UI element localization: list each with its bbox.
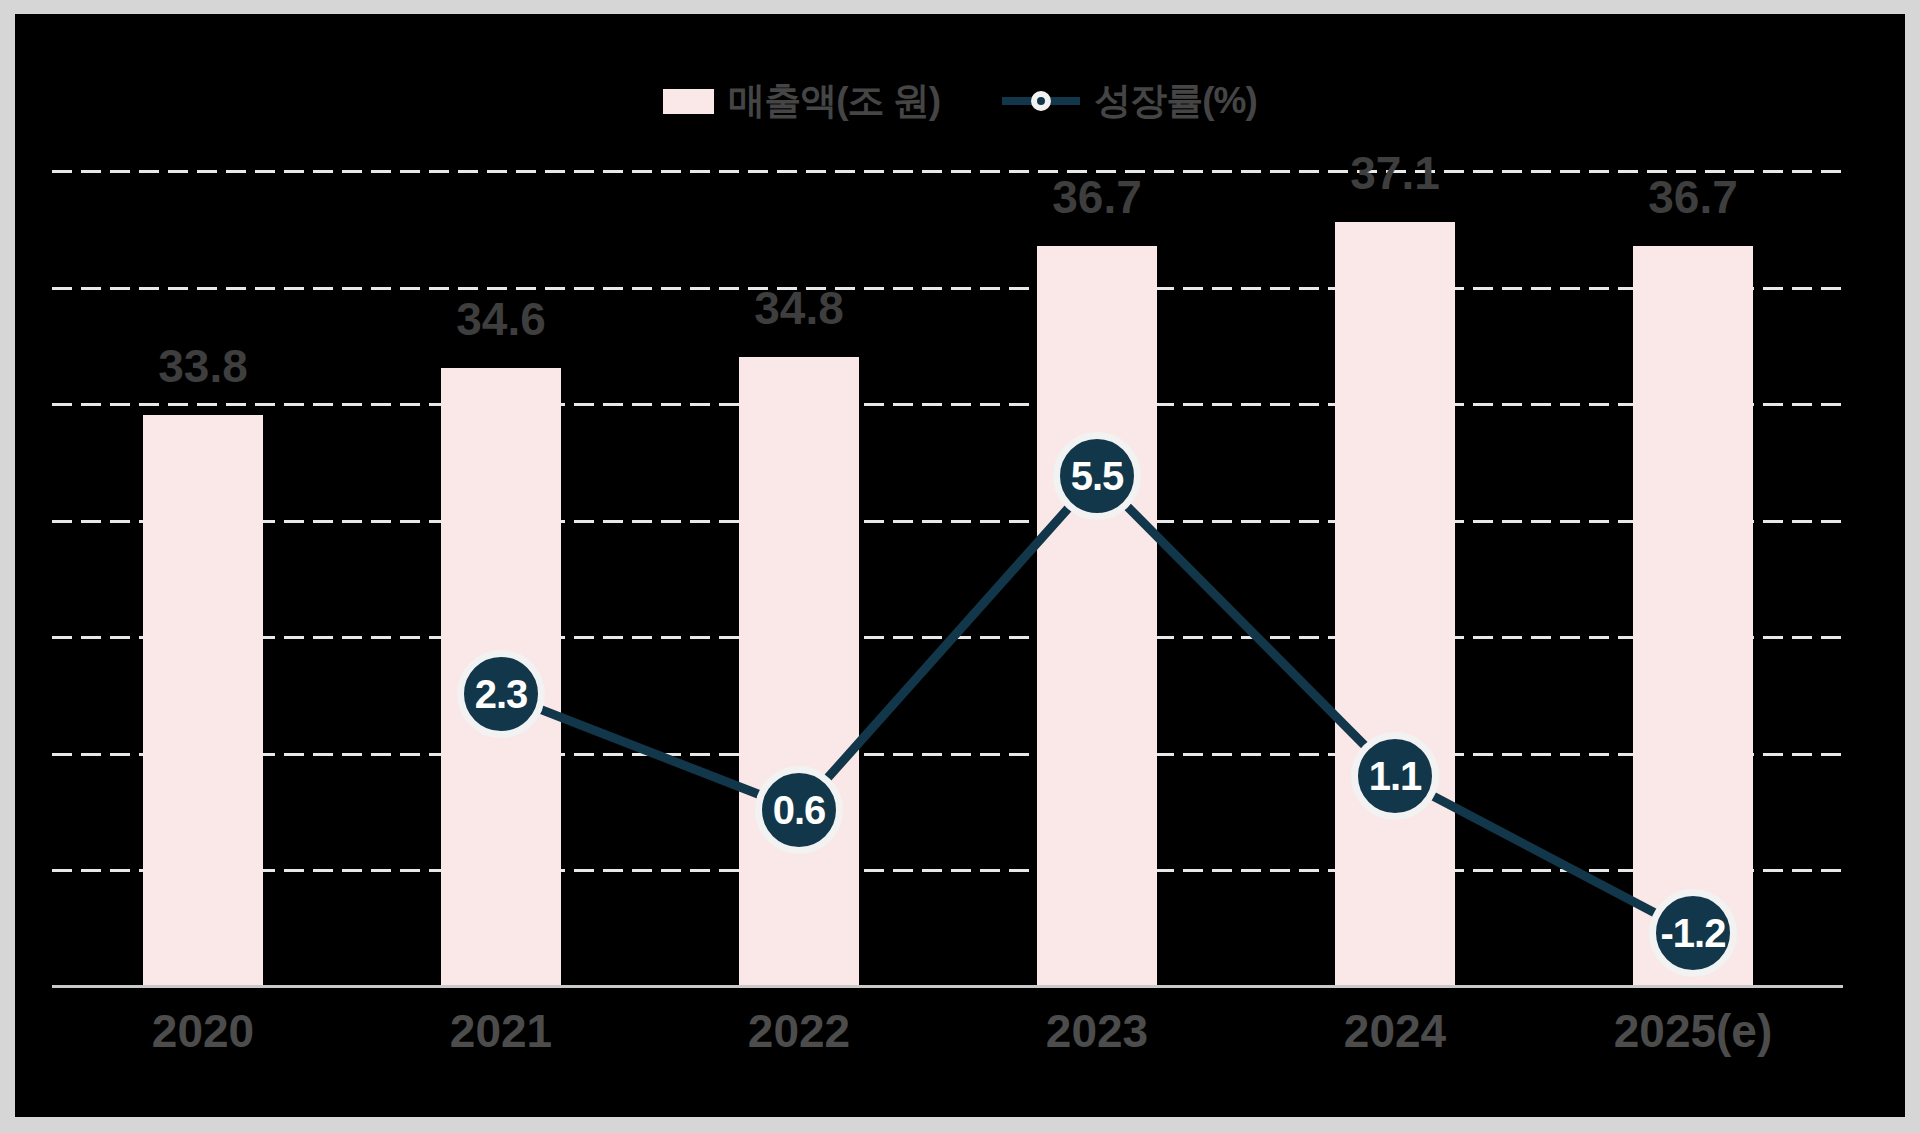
revenue-swatch bbox=[663, 89, 714, 114]
x-axis-line bbox=[52, 985, 1843, 988]
chart-frame: 매출액(조 원) 성장률(%) 2.30.65.51.1-1.2 33.834.… bbox=[0, 0, 1920, 1133]
growth-marker-2022: 0.6 bbox=[755, 766, 843, 854]
growth-line-marker-icon bbox=[1002, 85, 1080, 117]
legend-dot-icon bbox=[1031, 91, 1051, 111]
growth-marker-value: 0.6 bbox=[773, 788, 826, 833]
growth-line-path bbox=[501, 476, 1693, 933]
growth-marker-2025(e): -1.2 bbox=[1649, 889, 1737, 977]
revenue-legend-label: 매출액(조 원) bbox=[728, 76, 940, 126]
growth-marker-value: 5.5 bbox=[1071, 454, 1124, 499]
legend-item-growth: 성장률(%) bbox=[1002, 76, 1257, 126]
growth-marker-value: 2.3 bbox=[475, 672, 528, 717]
growth-marker-2021: 2.3 bbox=[457, 650, 545, 738]
growth-line bbox=[0, 0, 1920, 1133]
growth-marker-2023: 5.5 bbox=[1053, 432, 1141, 520]
legend: 매출액(조 원) 성장률(%) bbox=[0, 76, 1920, 126]
growth-marker-2024: 1.1 bbox=[1351, 732, 1439, 820]
growth-legend-label: 성장률(%) bbox=[1094, 76, 1257, 126]
legend-item-revenue: 매출액(조 원) bbox=[663, 76, 940, 126]
growth-marker-value: 1.1 bbox=[1369, 754, 1422, 799]
growth-marker-value: -1.2 bbox=[1661, 911, 1726, 956]
